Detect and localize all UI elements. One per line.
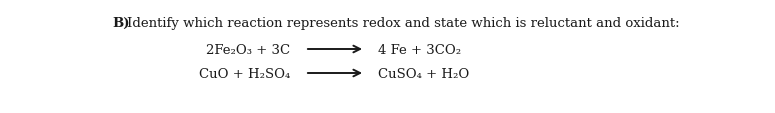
Text: 4 Fe + 3CO₂: 4 Fe + 3CO₂: [378, 44, 461, 56]
Text: B): B): [112, 17, 129, 30]
Text: Identify which reaction represents redox and state which is reluctant and oxidan: Identify which reaction represents redox…: [127, 17, 680, 30]
Text: CuSO₄ + H₂O: CuSO₄ + H₂O: [378, 67, 469, 80]
Text: 2Fe₂O₃ + 3C: 2Fe₂O₃ + 3C: [206, 44, 290, 56]
Text: CuO + H₂SO₄: CuO + H₂SO₄: [198, 67, 290, 80]
